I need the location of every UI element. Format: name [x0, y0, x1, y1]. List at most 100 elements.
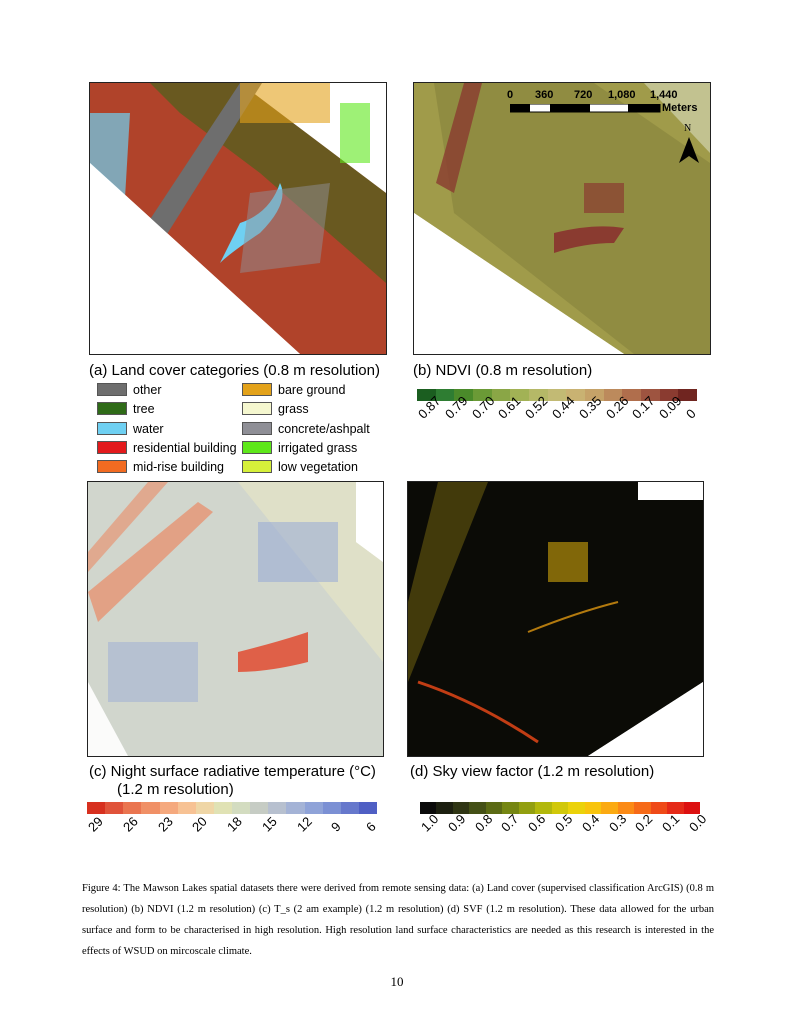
legend-label-tree: tree [133, 402, 155, 416]
surface-temperature-map [87, 481, 384, 757]
sky-view-factor-tick-label: 1.0 [418, 811, 442, 835]
ndvi-colorbar-segment [678, 389, 698, 401]
ndvi-colorbar-segment [585, 389, 604, 401]
sky-view-factor-colorbar-segment [601, 802, 618, 814]
legend-swatch-water [97, 422, 127, 435]
scale-bar-unit: Meters [662, 102, 698, 114]
ndvi-colorbar-segment [435, 389, 455, 401]
legend-label-mid-rise-building: mid-rise building [133, 460, 225, 474]
temperature-tick-label: 12 [293, 813, 315, 835]
legend-swatch-bare-ground [242, 383, 272, 396]
temperature-colorbar-segment [322, 802, 341, 814]
legend-label-residential-building: residential building [133, 441, 237, 455]
panel-c-title-line1: (c) Night surface radiative temperature … [89, 763, 376, 780]
sky-view-factor-tick-label: 0.0 [686, 811, 710, 835]
figure-4: (a) Land cover categories (0.8 m resolut… [82, 80, 712, 845]
ndvi-map: 0 360 720 1,080 1,440 Meters N [413, 82, 711, 355]
sky-view-factor-colorbar-segment [469, 802, 486, 814]
legend-swatch-irrigated-grass [242, 441, 272, 454]
north-arrow-label: N [684, 123, 692, 134]
sky-view-factor-colorbar [420, 802, 700, 814]
sky-view-factor-tick-label: 0.8 [471, 811, 495, 835]
legend-swatch-low-vegetation [242, 460, 272, 473]
temperature-colorbar-segment [177, 802, 196, 814]
sky-view-factor-tick-label: 0.5 [552, 811, 576, 835]
temperature-colorbar-segment [213, 802, 232, 814]
sky-view-factor-tick-label: 0.1 [659, 811, 683, 835]
panel-a-title: (a) Land cover categories (0.8 m resolut… [89, 362, 380, 379]
temperature-tick-label: 18 [224, 813, 245, 835]
sky-view-factor-colorbar-segment [667, 802, 684, 814]
temperature-colorbar-segment [87, 802, 106, 814]
temperature-tick-label: 23 [154, 813, 176, 835]
legend-label-irrigated-grass: irrigated grass [278, 441, 358, 455]
temperature-colorbar-segment [286, 802, 305, 814]
ndvi-colorbar-segment [473, 389, 492, 401]
temperature-colorbar-segment [159, 802, 178, 814]
sky-view-factor-tick-label: 0.6 [525, 811, 549, 835]
ndvi-colorbar-segment [529, 389, 548, 401]
ndvi-colorbar-segment [454, 389, 474, 401]
legend-swatch-concrete-asphalt [242, 422, 272, 435]
ndvi-colorbar-segment [641, 389, 660, 401]
ndvi-colorbar-segment [622, 389, 642, 401]
legend-label-other: other [133, 383, 162, 397]
temperature-colorbar-segment [250, 802, 269, 814]
legend-label-low-vegetation: low vegetation [278, 460, 358, 474]
ndvi-colorbar-segment [491, 389, 511, 401]
temperature-colorbar-segment [268, 802, 287, 814]
sky-view-factor-colorbar-segment [634, 802, 651, 814]
temperature-tick-label: 6 [363, 818, 379, 835]
scale-bar-label-0: 0 [507, 89, 514, 101]
sky-view-factor-colorbar-segment [551, 802, 569, 814]
sky-view-factor-colorbar-segment [502, 802, 519, 814]
temperature-tick-label: 26 [119, 813, 141, 835]
temperature-colorbar-segment [340, 802, 359, 814]
legend-label-bare-ground: bare ground [278, 383, 346, 397]
sky-view-factor-tick-label: 0.3 [605, 811, 629, 835]
panel-c-title-line2: (1.2 m resolution) [117, 781, 234, 798]
ndvi-image [414, 83, 710, 354]
sky-view-factor-colorbar-segment [568, 802, 585, 814]
north-arrow-icon [679, 137, 699, 163]
sky-view-factor-colorbar-segment [683, 802, 700, 814]
sky-view-factor-tick-label: 0.9 [444, 811, 469, 835]
legend-label-grass: grass [278, 402, 309, 416]
scale-bar-label-1080: 1,080 [608, 89, 636, 101]
sky-view-factor-colorbar-segment [452, 802, 470, 814]
figure-caption: Figure 4: The Mawson Lakes spatial datas… [82, 883, 714, 957]
temperature-colorbar-segment [304, 802, 323, 814]
temperature-tick-label: 29 [85, 813, 106, 835]
ndvi-colorbar-segment [547, 389, 567, 401]
temperature-tick-label: 15 [258, 813, 280, 835]
ndvi-colorbar-segment [417, 389, 436, 401]
legend-label-water: water [133, 422, 164, 436]
surface-temperature-image [88, 482, 383, 756]
sky-view-factor-map [407, 481, 704, 757]
sky-view-factor-tick-label: 0.2 [632, 811, 656, 835]
temperature-colorbar-segment [358, 802, 377, 814]
land-cover-map [89, 82, 387, 355]
ndvi-colorbar-segment [603, 389, 623, 401]
sky-view-factor-colorbar-segment [485, 802, 503, 814]
legend-swatch-mid-rise-building [97, 460, 127, 473]
temperature-colorbar-segment [232, 802, 251, 814]
page-number: 10 [390, 974, 404, 989]
land-cover-image [90, 83, 386, 354]
temperature-colorbar-segment [123, 802, 142, 814]
sky-view-factor-image [408, 482, 703, 756]
ndvi-colorbar [417, 389, 698, 401]
temperature-colorbar [87, 802, 377, 814]
sky-view-factor-colorbar-segment [436, 802, 453, 814]
legend-swatch-residential-building [97, 441, 127, 454]
legend-label-concrete-asphalt: concrete/ashpalt [278, 422, 370, 436]
ndvi-colorbar-segment [659, 389, 679, 401]
scale-bar-label-360: 360 [535, 89, 554, 101]
scale-bar-label-720: 720 [574, 89, 593, 101]
temperature-colorbar-segment [105, 802, 124, 814]
sky-view-factor-colorbar-segment [584, 802, 602, 814]
temperature-colorbar-segment [195, 802, 214, 814]
ndvi-colorbar-segment [566, 389, 586, 401]
sky-view-factor-tick-label: 0.4 [578, 811, 603, 835]
temperature-colorbar-segment [141, 802, 160, 814]
